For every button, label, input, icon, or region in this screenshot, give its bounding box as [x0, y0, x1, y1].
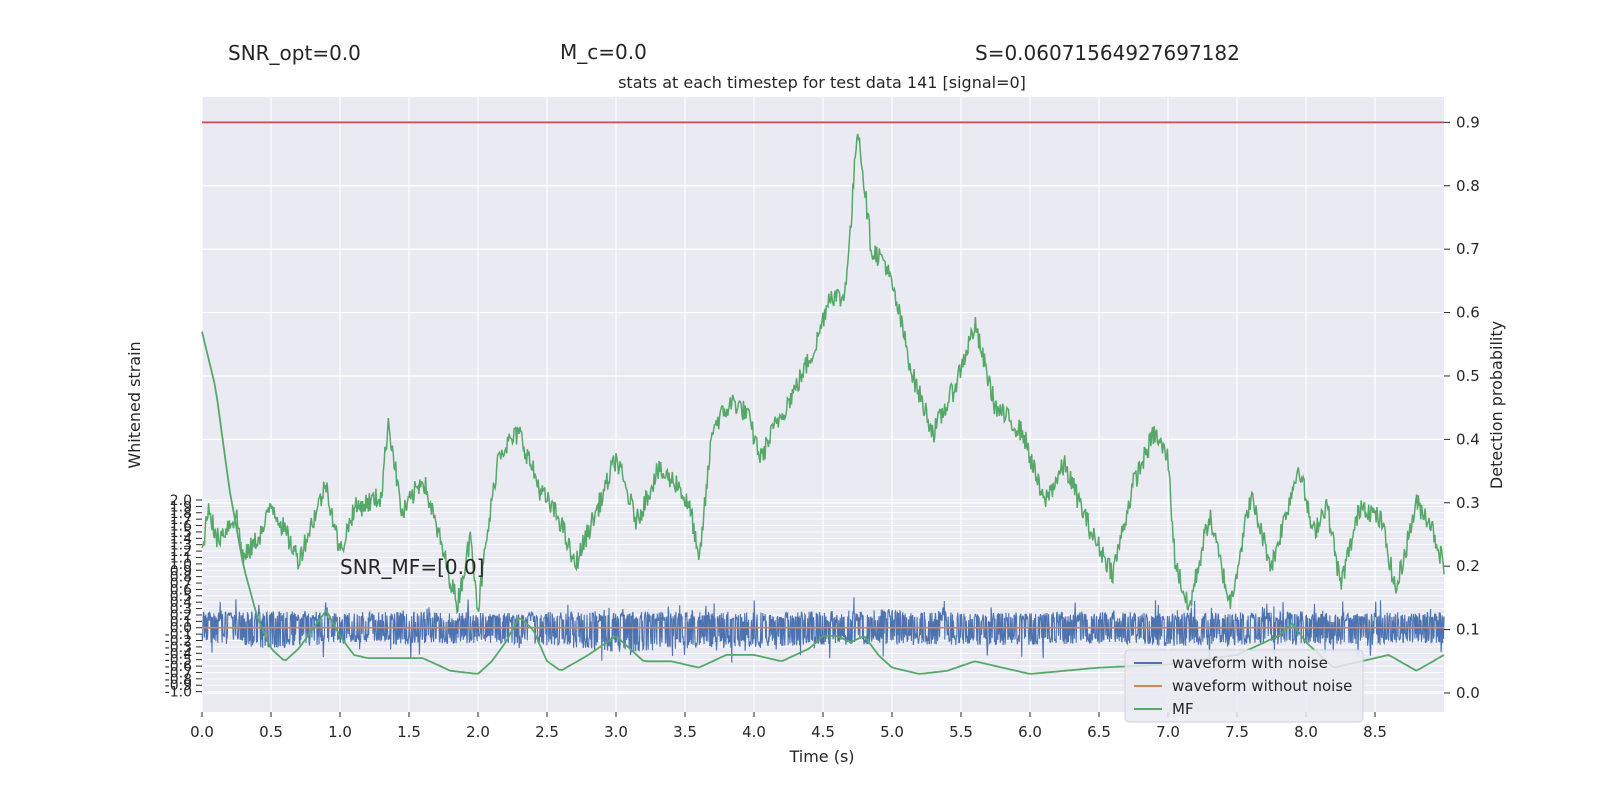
line-waveform-with-noise: [201, 597, 1445, 663]
left-tick-label-26: 1.6: [170, 519, 192, 535]
left-tick-label-4: -0.6: [165, 659, 192, 675]
right-tick-label-6: 0.6: [1456, 304, 1480, 322]
right-tick-label-1: 0.1: [1456, 621, 1480, 639]
left-tick-label-3: -0.7: [165, 665, 192, 681]
x-tick-label-7: 3.5: [673, 723, 697, 741]
left-tick-label-27: 1.7: [170, 512, 192, 528]
left-axis-label: Whitened strain: [125, 341, 144, 468]
x-tick-label-2: 1.0: [328, 723, 352, 741]
snr-opt-label: SNR_opt=0.0: [228, 41, 361, 65]
series-waveform-with-noise: [201, 597, 1445, 663]
left-tick-label-6: -0.4: [165, 646, 192, 662]
left-tick-label-0: -1.0: [165, 685, 192, 701]
left-tick-label-5: -0.5: [165, 653, 192, 669]
x-tick-label-12: 6.0: [1018, 723, 1042, 741]
x-tick-label-15: 7.5: [1225, 723, 1249, 741]
line-detection-probability: [201, 133, 1445, 615]
left-tick-label-1: -0.9: [165, 678, 192, 694]
x-tick-label-1: 0.5: [259, 723, 283, 741]
left-tick-label-25: 1.5: [170, 525, 192, 541]
left-tick-label-17: 0.7: [170, 576, 192, 592]
left-tick-label-30: 2.0: [170, 493, 192, 509]
left-axis-ticks: -1.0-0.9-0.8-0.7-0.6-0.5-0.4-0.3-0.2-0.1…: [165, 493, 202, 701]
x-tick-label-5: 2.5: [535, 723, 559, 741]
left-tick-label-2: -0.8: [165, 672, 192, 688]
left-tick-label-14: 0.4: [170, 595, 192, 611]
left-tick-label-15: 0.5: [170, 589, 192, 605]
x-tick-label-4: 2.0: [466, 723, 490, 741]
mc-label: M_c=0.0: [560, 40, 647, 64]
x-tick-label-10: 5.0: [880, 723, 904, 741]
right-axis-label: Detection probability: [1487, 321, 1506, 489]
left-tick-label-7: -0.3: [165, 640, 192, 656]
x-tick-label-16: 8.0: [1294, 723, 1318, 741]
left-tick-label-11: 0.1: [170, 614, 192, 630]
left-tick-label-20: 1.0: [170, 557, 192, 573]
left-tick-label-29: 1.9: [170, 499, 192, 515]
left-tick-label-8: -0.2: [165, 634, 192, 650]
left-tick-label-19: 0.9: [170, 563, 192, 579]
left-tick-label-16: 0.6: [170, 582, 192, 598]
right-axis-ticks: 0.0 0.1 0.2 0.3 0.4 0.5 0.6 0.7 0.8 0.9: [1444, 113, 1480, 702]
legend: waveform with noise waveform without noi…: [1124, 649, 1364, 723]
x-tick-label-9: 4.5: [811, 723, 835, 741]
series-detection-probability: [201, 133, 1445, 615]
left-tick-label-22: 1.2: [170, 544, 192, 560]
right-tick-label-0: 0.0: [1456, 684, 1480, 702]
legend-label-mf: MF: [1172, 700, 1194, 718]
left-tick-label-24: 1.4: [170, 531, 192, 547]
right-tick-label-2: 0.2: [1456, 557, 1480, 575]
right-tick-label-9: 0.9: [1456, 113, 1480, 131]
x-tick-label-13: 6.5: [1087, 723, 1111, 741]
x-tick-label-14: 7.0: [1156, 723, 1180, 741]
x-tick-label-17: 8.5: [1363, 723, 1387, 741]
right-tick-label-8: 0.8: [1456, 177, 1480, 195]
left-tick-label-23: 1.3: [170, 538, 192, 554]
legend-label-clean: waveform without noise: [1172, 677, 1352, 695]
left-tick-label-21: 1.1: [170, 550, 192, 566]
x-axis-ticks: 0.0 0.5 1.0 1.5 2.0 2.5 3.0 3.5 4.0 4.5 5.0 5.5 6.0 6…: [190, 712, 1387, 741]
left-tick-label-28: 1.8: [170, 506, 192, 522]
left-tick-label-13: 0.3: [170, 602, 192, 618]
right-tick-label-4: 0.4: [1456, 430, 1480, 448]
legend-box: [1124, 649, 1364, 723]
left-tick-label-18: 0.8: [170, 570, 192, 586]
x-tick-label-11: 5.5: [949, 723, 973, 741]
x-tick-label-3: 1.5: [397, 723, 421, 741]
left-tick-label-10: 0.0: [170, 621, 192, 637]
left-tick-label-12: 0.2: [170, 608, 192, 624]
right-tick-label-3: 0.3: [1456, 494, 1480, 512]
x-tick-label-0: 0.0: [190, 723, 214, 741]
snr-mf-annotation: SNR_MF=[0.0]: [340, 555, 484, 579]
x-tick-label-6: 3.0: [604, 723, 628, 741]
s-label: S=0.06071564927697182: [975, 41, 1240, 65]
x-tick-label-8: 4.0: [742, 723, 766, 741]
right-tick-label-7: 0.7: [1456, 240, 1480, 258]
chart-title: stats at each timestep for test data 141…: [618, 73, 1026, 92]
right-tick-label-5: 0.5: [1456, 367, 1480, 385]
x-axis-grid: [201, 97, 1376, 712]
legend-label-noisy: waveform with noise: [1172, 654, 1328, 672]
x-axis-label: Time (s): [788, 747, 854, 766]
left-tick-label-9: -0.1: [165, 627, 192, 643]
